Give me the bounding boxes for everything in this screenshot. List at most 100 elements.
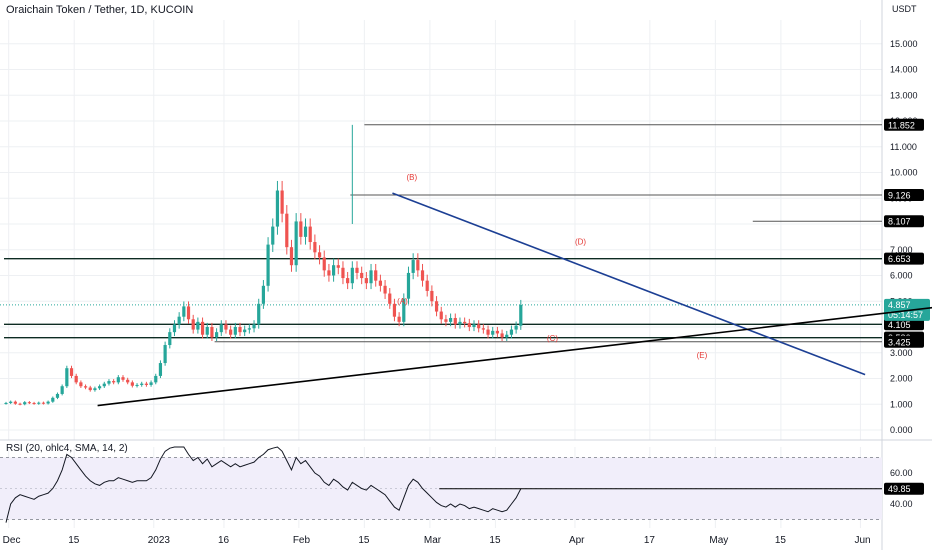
candle-body-16 [79, 382, 83, 387]
candle-body-68 [322, 257, 326, 271]
candle-body-43 [205, 327, 209, 335]
candle-body-8 [41, 402, 46, 404]
y-tick-label: 0.000 [890, 425, 913, 435]
candle-body-90 [425, 280, 429, 291]
level-label-1: 9.126 [888, 191, 911, 201]
candle-body-97 [458, 321, 462, 325]
y-tick-label: 11.000 [890, 142, 917, 152]
rsi-indicator-title: RSI (20, ohlc4, SMA, 14, 2) [6, 443, 128, 454]
candle-body-21 [102, 383, 106, 387]
y-tick-label: 3.000 [890, 348, 913, 358]
candle-body-93 [439, 311, 443, 320]
y-tick-label: 15.000 [890, 39, 918, 49]
y-tick-label: 10.000 [890, 168, 918, 178]
x-tick-label-12: Jun [854, 535, 870, 546]
candle-body-28 [135, 384, 139, 386]
x-tick-label-3: 16 [218, 535, 230, 546]
candle-body-102 [481, 328, 485, 330]
candle-body-55 [261, 285, 265, 304]
candle-body-41 [196, 321, 200, 330]
level-label-bg-4 [884, 318, 924, 331]
candle-body-59 [280, 190, 284, 214]
candle-body-50 [238, 327, 242, 333]
candle-body-76 [360, 272, 364, 279]
x-tick-label-8: Apr [569, 535, 585, 546]
candle-body-57 [271, 226, 275, 245]
candle-body-45 [215, 332, 219, 338]
wave-label-2: (C) [547, 334, 558, 343]
candle-body-11 [55, 393, 60, 398]
x-tick-label-2: 2023 [148, 535, 171, 546]
wave-label-3: (D) [575, 238, 586, 247]
candle-body-80 [378, 280, 382, 286]
candle-body-22 [107, 381, 111, 384]
trendline-support [97, 306, 932, 407]
candle-body-78 [369, 270, 373, 284]
rsi-current-label: 49.85 [888, 484, 911, 494]
rsi-label-bg [884, 482, 924, 495]
candle-body-19 [93, 388, 97, 391]
candle-body-77 [364, 278, 368, 284]
candle-body-25 [121, 377, 125, 380]
candle-body-74 [350, 267, 354, 284]
last-price-label: 4.857 [888, 300, 911, 310]
candle-body-32 [154, 375, 158, 383]
wave-label-0: (A) [397, 297, 408, 306]
level-label-3: 6.653 [888, 254, 911, 264]
candle-body-75 [355, 267, 359, 273]
candle-body-42 [200, 321, 205, 335]
candle-body-14 [69, 368, 74, 376]
candle-body-23 [112, 381, 116, 383]
candle-body-108 [509, 329, 514, 335]
y-tick-label: 1.000 [890, 399, 913, 409]
candle-body-96 [453, 317, 457, 325]
wave-label-1: (B) [406, 173, 417, 182]
candle-body-35 [168, 332, 172, 346]
level-label-bg-6 [884, 335, 924, 348]
candle-body-109 [514, 325, 518, 330]
candle-body-99 [467, 323, 471, 327]
candle-body-26 [126, 379, 130, 383]
x-tick-label-7: 15 [489, 535, 501, 546]
candle-body-9 [46, 401, 50, 404]
candle-body-39 [186, 306, 191, 320]
candle-body-69 [327, 270, 331, 276]
chart-title: Oraichain Token / Tether, 1D, KUCOIN [6, 4, 194, 16]
candle-body-105 [495, 330, 499, 334]
x-tick-label-11: 15 [775, 535, 787, 546]
candle-body-98 [463, 321, 467, 324]
candle-body-94 [444, 319, 448, 322]
candle-body-85 [402, 298, 406, 322]
candle-body-38 [182, 306, 186, 317]
level-label-bg-0 [884, 118, 924, 131]
candle-body-48 [229, 329, 233, 335]
rsi-line [5, 446, 522, 523]
rsi-tick-label-0: 40.00 [890, 499, 913, 509]
candle-body-58 [275, 190, 280, 227]
candle-body-73 [346, 278, 350, 284]
candle-body-33 [158, 363, 163, 376]
candle-body-84 [397, 316, 401, 322]
y-tick-label: 2.000 [890, 374, 913, 384]
candle-body-24 [116, 377, 120, 383]
candle-body-101 [477, 324, 481, 329]
candle-body-51 [243, 329, 247, 333]
candle-body-53 [252, 324, 256, 329]
rsi-tick-label-1: 60.00 [890, 468, 913, 478]
candle-body-70 [332, 265, 336, 276]
candle-body-18 [88, 387, 92, 391]
candle-body-82 [388, 293, 392, 304]
candle-body-13 [65, 368, 69, 387]
candle-body-44 [210, 327, 214, 338]
candle-body-47 [224, 324, 228, 330]
x-tick-label-6: Mar [424, 535, 442, 546]
candle-body-12 [60, 386, 64, 394]
candle-body-88 [416, 260, 420, 271]
candle-body-31 [149, 382, 153, 385]
x-tick-label-9: 17 [644, 535, 656, 546]
candle-body-17 [83, 386, 88, 388]
candle-body-79 [374, 270, 378, 281]
candle-body-103 [486, 329, 490, 335]
candle-body-4 [23, 402, 27, 405]
